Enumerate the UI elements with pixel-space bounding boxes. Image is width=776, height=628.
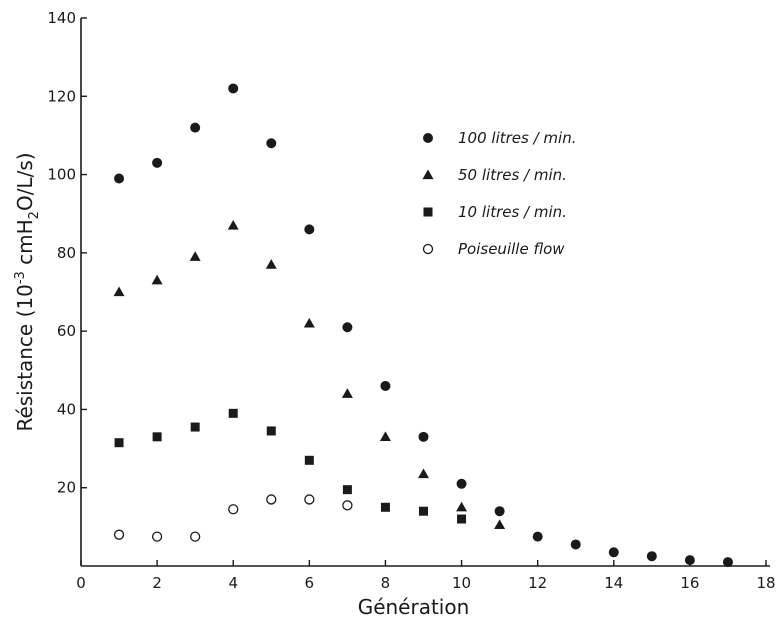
y-tick-label: 80 xyxy=(57,244,76,262)
x-tick-label: 8 xyxy=(381,574,391,592)
data-point xyxy=(342,322,353,333)
legend: 100 litres / min. 50 litres / min. 10 litr… xyxy=(422,129,576,258)
data-point xyxy=(457,514,467,524)
x-tick-label: 6 xyxy=(305,574,315,592)
x-tick-label: 16 xyxy=(680,574,699,592)
data-point xyxy=(379,431,391,441)
data-point xyxy=(304,494,315,505)
data-point xyxy=(114,438,124,448)
data-point xyxy=(342,485,352,495)
series-3 xyxy=(113,494,353,542)
data-point xyxy=(684,555,695,566)
data-point xyxy=(494,519,506,530)
y-tick-label: 60 xyxy=(57,322,76,340)
data-point xyxy=(114,173,125,184)
data-point xyxy=(494,506,505,517)
data-point xyxy=(418,468,429,479)
series-2 xyxy=(114,408,467,524)
ticks: 0 2 4 6 8 10 12 14 16 18 20 40 60 80 100 120 140 xyxy=(47,9,775,592)
data-point xyxy=(570,539,581,550)
y-axis-title-part: Résistance (10 xyxy=(13,284,37,431)
x-tick-label: 4 xyxy=(228,574,238,592)
data-point xyxy=(342,500,353,511)
data-markers xyxy=(113,83,733,568)
data-point xyxy=(722,557,733,568)
y-axis-title-part: O/L/s) xyxy=(13,152,37,211)
y-tick-label: 140 xyxy=(47,9,76,27)
y-axis-title-superscript: -3 xyxy=(13,271,28,284)
data-point xyxy=(419,506,428,516)
data-point xyxy=(265,259,277,269)
data-point xyxy=(152,157,163,168)
x-tick-label: 0 xyxy=(76,574,86,592)
data-point xyxy=(456,478,467,489)
data-point xyxy=(113,286,125,297)
data-point xyxy=(228,83,239,94)
data-point xyxy=(304,224,315,235)
y-tick-label: 100 xyxy=(47,166,76,184)
x-tick-label: 18 xyxy=(756,574,775,592)
data-point xyxy=(646,551,657,562)
data-point xyxy=(304,455,314,465)
data-point xyxy=(341,388,353,398)
data-point xyxy=(532,531,543,542)
legend-marker xyxy=(422,169,434,180)
data-point xyxy=(190,422,200,432)
data-point xyxy=(151,531,163,542)
series-1 xyxy=(113,219,506,530)
legend-label: Poiseuille flow xyxy=(458,240,565,258)
data-point xyxy=(113,529,125,540)
x-tick-label: 14 xyxy=(604,574,623,592)
data-point xyxy=(190,122,201,133)
data-point xyxy=(266,494,277,505)
legend-label: 100 litres / min. xyxy=(458,129,576,147)
y-axis-title: Résistance (10-3 cmH2O/L/s) xyxy=(13,152,42,431)
data-point xyxy=(228,408,238,418)
data-point xyxy=(418,431,429,442)
legend-marker xyxy=(423,133,433,143)
data-point xyxy=(456,501,468,512)
legend-label: 10 litres / min. xyxy=(458,203,567,221)
data-point xyxy=(608,547,619,558)
x-axis-title: Génération xyxy=(358,595,470,619)
data-point xyxy=(380,380,391,391)
y-tick-label: 120 xyxy=(47,87,76,105)
data-point xyxy=(189,251,201,261)
data-point xyxy=(266,426,276,436)
y-axis-title-subscript: 2 xyxy=(27,211,42,219)
data-point xyxy=(303,317,315,328)
axes xyxy=(80,18,770,567)
data-point xyxy=(151,274,163,285)
data-point xyxy=(266,138,277,149)
data-point xyxy=(152,432,162,442)
y-axis-title-part: cmH xyxy=(13,219,37,271)
data-point xyxy=(380,502,390,512)
y-tick-label: 20 xyxy=(57,479,76,497)
data-point xyxy=(228,504,239,515)
data-point xyxy=(190,531,201,542)
data-point xyxy=(227,219,239,230)
series-0 xyxy=(114,83,733,568)
legend-marker xyxy=(423,207,433,217)
legend-label: 50 litres / min. xyxy=(458,166,567,184)
x-tick-label: 2 xyxy=(152,574,162,592)
x-tick-label: 10 xyxy=(452,574,471,592)
x-tick-label: 12 xyxy=(528,574,547,592)
legend-marker xyxy=(422,243,434,255)
y-tick-label: 40 xyxy=(57,400,76,418)
